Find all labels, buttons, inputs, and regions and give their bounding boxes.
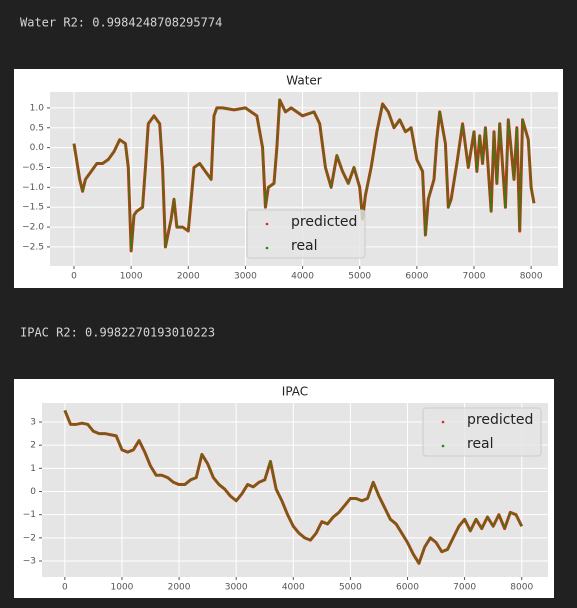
legend-label: real xyxy=(467,436,494,452)
chart-title: Water xyxy=(286,74,322,88)
x-tick-label: 7000 xyxy=(453,583,476,593)
x-tick-label: 8000 xyxy=(510,583,533,593)
y-tick-label: 2 xyxy=(30,441,36,451)
y-tick-label: −1.5 xyxy=(22,203,44,213)
y-tick-label: −3 xyxy=(23,557,36,567)
x-tick-label: 1000 xyxy=(120,272,143,282)
plot xyxy=(72,98,536,253)
legend-marker xyxy=(265,246,269,250)
x-tick-label: 6000 xyxy=(405,272,428,282)
y-tick-label: −2.5 xyxy=(22,242,44,252)
legend-label: predicted xyxy=(467,412,533,428)
y-tick-label: 0.0 xyxy=(30,143,45,153)
legend-marker xyxy=(441,420,445,424)
y-tick-label: 1 xyxy=(30,464,36,474)
y-tick-label: −2 xyxy=(23,533,36,543)
y-tick-label: 0.5 xyxy=(30,123,44,133)
series-line xyxy=(73,99,535,252)
output-text: IPAC R2: 0.9982270193010223 xyxy=(20,326,215,340)
x-tick-label: 5000 xyxy=(339,583,362,593)
x-tick-label: 3000 xyxy=(225,583,248,593)
legend-box xyxy=(246,209,366,259)
x-tick-label: 7000 xyxy=(463,272,486,282)
x-tick-label: 3000 xyxy=(234,272,257,282)
x-tick-label: 1000 xyxy=(111,583,134,593)
x-tick-label: 0 xyxy=(62,583,68,593)
x-tick-label: 4000 xyxy=(291,272,314,282)
y-tick-label: −0.5 xyxy=(22,163,44,173)
output-text: Water R2: 0.9984248708295774 xyxy=(20,16,222,30)
y-tick-label: −1 xyxy=(23,510,36,520)
chart-title: IPAC xyxy=(282,385,308,399)
plot xyxy=(63,409,524,565)
legend-marker xyxy=(441,444,445,448)
x-tick-label: 8000 xyxy=(520,272,543,282)
x-tick-label: 5000 xyxy=(348,272,371,282)
x-tick-label: 4000 xyxy=(282,583,305,593)
y-tick-label: 3 xyxy=(30,417,36,427)
x-tick-label: 6000 xyxy=(396,583,419,593)
legend-label: real xyxy=(291,238,318,254)
series-line xyxy=(64,410,523,565)
y-tick-label: −2.0 xyxy=(22,223,44,233)
y-tick-label: 0 xyxy=(30,487,36,497)
legend-marker xyxy=(265,222,269,226)
legend-label: predicted xyxy=(291,214,357,230)
y-tick-label: −1.0 xyxy=(22,183,44,193)
x-tick-label: 2000 xyxy=(177,272,200,282)
x-tick-label: 2000 xyxy=(168,583,191,593)
x-tick-label: 0 xyxy=(71,272,77,282)
legend-box xyxy=(422,407,542,457)
y-tick-label: 1.0 xyxy=(30,103,45,113)
